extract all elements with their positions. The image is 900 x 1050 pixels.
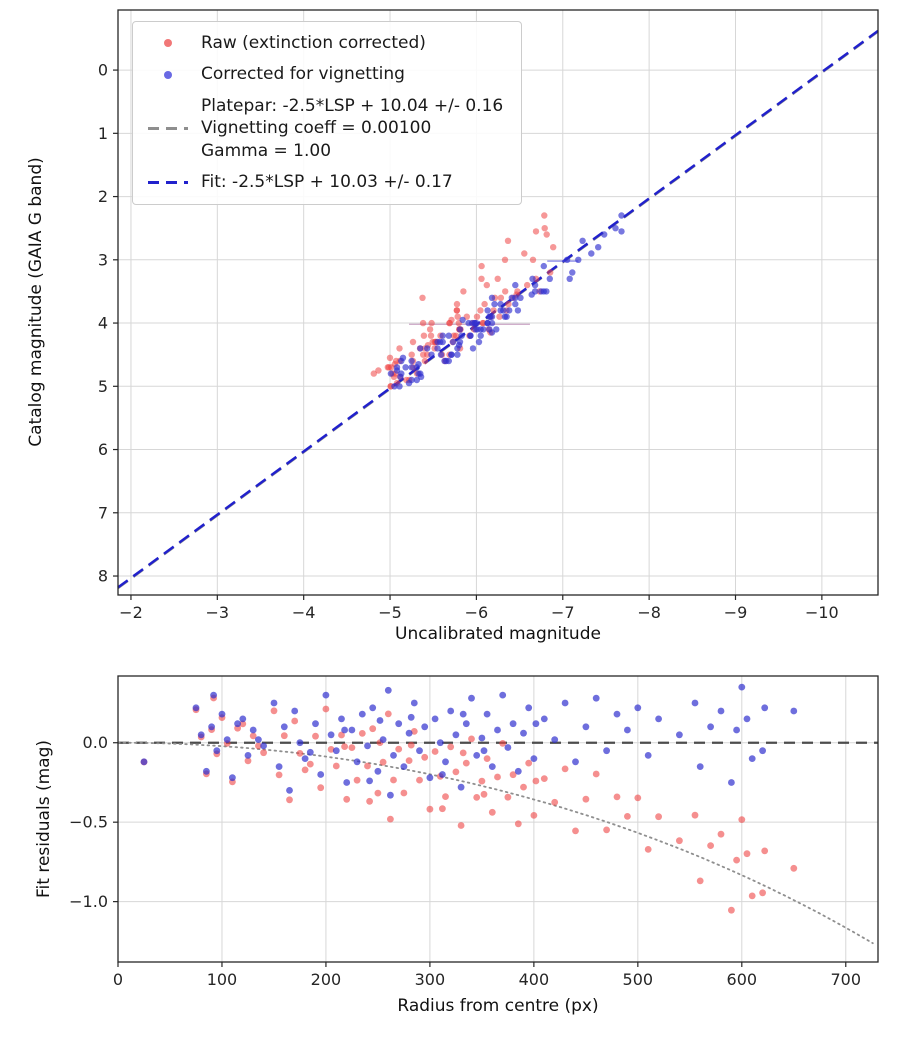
top-yaxis-label: Catalog magnitude (GAIA G band) bbox=[26, 157, 46, 447]
legend-label-vignetting: Corrected for vignetting bbox=[201, 64, 405, 85]
svg-text:4: 4 bbox=[98, 314, 108, 333]
svg-text:−1.0: −1.0 bbox=[69, 892, 108, 911]
legend-entry-platepar: Platepar: -2.5*LSP + 10.04 +/- 0.16 Vign… bbox=[145, 95, 503, 162]
svg-text:−0.5: −0.5 bbox=[69, 813, 108, 832]
svg-text:700: 700 bbox=[830, 970, 861, 989]
svg-text:2: 2 bbox=[98, 187, 108, 206]
bottom-yaxis-label: Fit residuals (mag) bbox=[34, 740, 54, 898]
svg-text:−10: −10 bbox=[805, 603, 839, 622]
vignetting-scatter-marker-icon bbox=[164, 70, 172, 79]
svg-text:200: 200 bbox=[311, 970, 342, 989]
svg-text:600: 600 bbox=[727, 970, 758, 989]
legend-label-raw: Raw (extinction corrected) bbox=[201, 33, 426, 53]
legend-entry-fit: Fit: -2.5*LSP + 10.03 +/- 0.17 bbox=[145, 171, 503, 193]
bottom-xaxis-label: Radius from centre (px) bbox=[397, 996, 599, 1016]
svg-text:−6: −6 bbox=[465, 603, 489, 622]
svg-text:1: 1 bbox=[98, 124, 108, 143]
svg-text:5: 5 bbox=[98, 377, 108, 396]
legend: Raw (extinction corrected) Corrected for… bbox=[132, 21, 523, 205]
top-xaxis-label: Uncalibrated magnitude bbox=[395, 624, 601, 644]
svg-text:8: 8 bbox=[98, 567, 108, 586]
svg-text:−8: −8 bbox=[637, 603, 661, 622]
legend-entry-vignetting: Corrected for vignetting bbox=[145, 63, 503, 85]
legend-label-fit: Fit: -2.5*LSP + 10.03 +/- 0.17 bbox=[201, 172, 453, 193]
svg-text:500: 500 bbox=[623, 970, 654, 989]
fit-dash-icon bbox=[148, 180, 188, 184]
svg-text:−3: −3 bbox=[206, 603, 230, 622]
svg-text:400: 400 bbox=[519, 970, 550, 989]
svg-text:100: 100 bbox=[207, 970, 238, 989]
residuals-plot: 0 100 200 300 400 500 600 700 0.0 −0.5 −1.0 bbox=[69, 675, 879, 989]
raw-scatter-marker-icon bbox=[164, 39, 172, 48]
platepar-dash-icon bbox=[148, 127, 188, 131]
svg-text:−2: −2 bbox=[119, 603, 143, 622]
svg-text:6: 6 bbox=[98, 440, 108, 459]
svg-text:7: 7 bbox=[98, 503, 108, 522]
svg-text:−5: −5 bbox=[378, 603, 402, 622]
svg-text:0.0: 0.0 bbox=[83, 733, 108, 752]
svg-text:300: 300 bbox=[415, 970, 446, 989]
svg-text:3: 3 bbox=[98, 250, 108, 269]
legend-label-platepar: Platepar: -2.5*LSP + 10.04 +/- 0.16 Vign… bbox=[201, 95, 504, 161]
svg-text:−7: −7 bbox=[551, 603, 575, 622]
svg-text:0: 0 bbox=[98, 61, 108, 80]
svg-text:−4: −4 bbox=[292, 603, 316, 622]
svg-text:−9: −9 bbox=[724, 603, 748, 622]
legend-entry-raw: Raw (extinction corrected) bbox=[145, 32, 503, 54]
svg-text:0: 0 bbox=[113, 970, 123, 989]
